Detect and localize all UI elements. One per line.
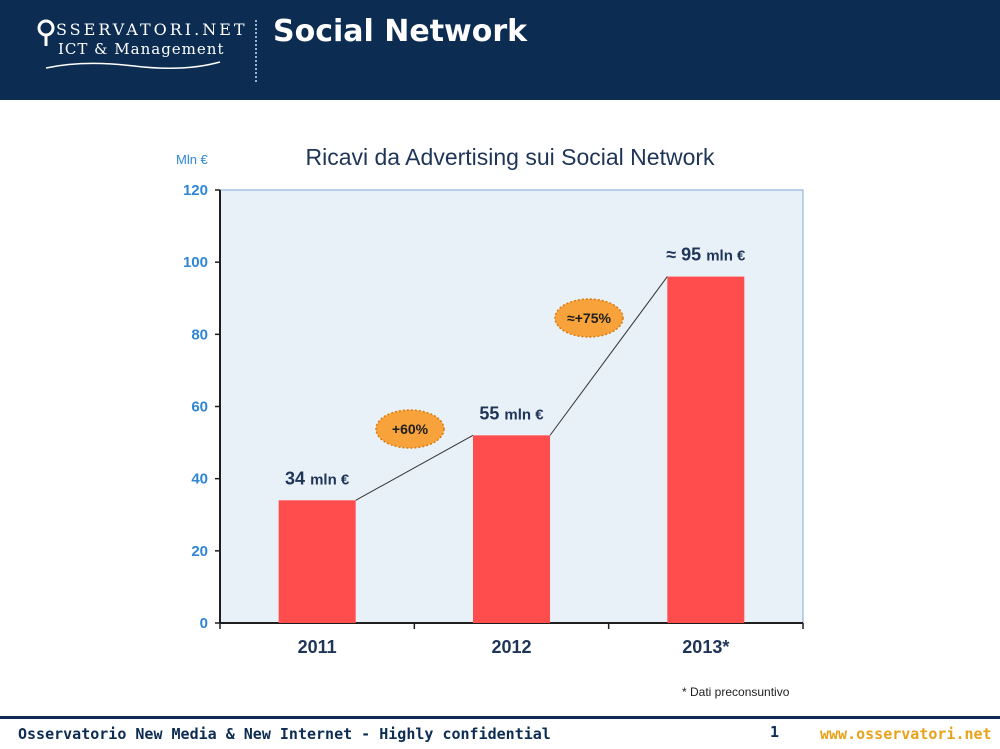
header-bar: SSERVATORI.NET ICT & Management Social N…	[0, 0, 1000, 100]
growth-badges: +60% ≈+75%	[375, 298, 624, 449]
bars	[278, 276, 745, 623]
logo-main-text: SSERVATORI.NET	[56, 20, 248, 39]
x-axis: 2011 2012 2013*	[219, 622, 804, 657]
footer-divider	[0, 716, 1000, 719]
y-axis-unit-label: Mln €	[176, 152, 208, 167]
chart-title: Ricavi da Advertising sui Social Network	[305, 144, 715, 170]
y-axis: 0 20 40 60 80 100 120	[183, 182, 221, 632]
y-tick-label: 120	[183, 182, 208, 199]
bar	[473, 435, 550, 623]
x-tick-label: 2013*	[682, 637, 729, 657]
page-title: Social Network	[273, 14, 528, 49]
x-tick-label: 2011	[298, 637, 337, 657]
footer-url-link[interactable]: www.osservatori.net	[820, 725, 992, 743]
growth-badge: ≈+75%	[554, 298, 624, 338]
y-tick-label: 60	[191, 399, 208, 416]
data-label: 55 mln €	[479, 403, 544, 423]
growth-badge-label: +60%	[392, 421, 429, 437]
logo-swoosh-icon	[45, 61, 221, 69]
page-number: 1	[770, 723, 780, 741]
data-label: 34 mln €	[285, 468, 350, 488]
data-label: ≈ 95 mln €	[666, 245, 746, 265]
growth-connector-line	[355, 434, 474, 501]
growth-connector-line	[549, 276, 668, 436]
logo-sub-text: ICT & Management	[58, 40, 225, 58]
header-separator	[255, 20, 257, 82]
bar	[278, 500, 356, 623]
footer-confidential-text: Osservatorio New Media & New Internet - …	[18, 725, 551, 743]
y-tick-label: 20	[191, 543, 208, 560]
y-tick-label: 100	[183, 254, 208, 271]
growth-badge: +60%	[375, 409, 445, 449]
y-tick-label: 80	[191, 326, 208, 343]
x-tick-label: 2012	[491, 637, 531, 657]
data-labels: 34 mln € 55 mln € ≈ 95 mln €	[285, 245, 746, 489]
keyhole-logo-icon	[37, 19, 55, 46]
bar	[667, 276, 745, 623]
footnote: * Dati preconsuntivo	[682, 685, 790, 699]
logo[interactable]: SSERVATORI.NET ICT & Management	[36, 18, 245, 78]
growth-badge-label: ≈+75%	[567, 310, 611, 326]
y-tick-label: 40	[191, 471, 208, 488]
y-tick-label: 0	[200, 615, 208, 632]
